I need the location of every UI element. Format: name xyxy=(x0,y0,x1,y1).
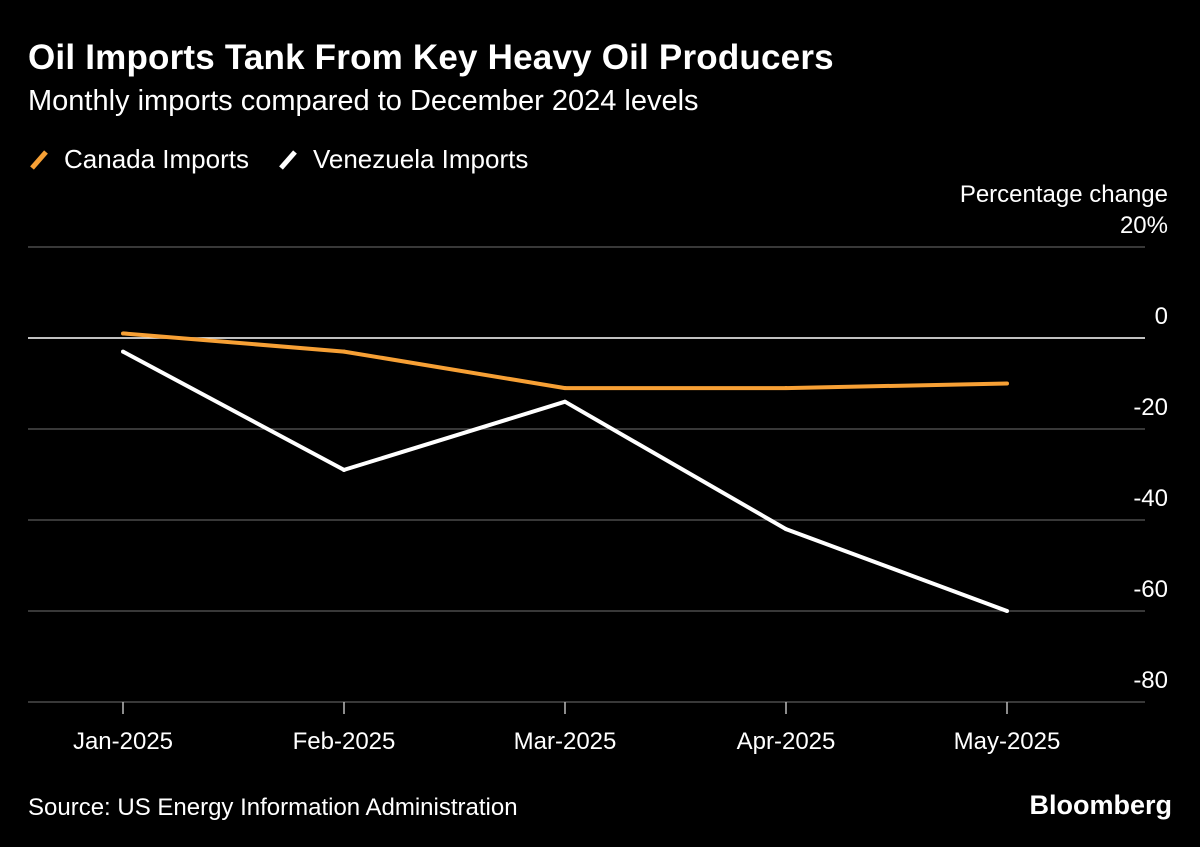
data-point xyxy=(342,349,346,354)
brand-logo: Bloomberg xyxy=(1029,790,1172,820)
y-tick-label: -80 xyxy=(1133,667,1168,694)
x-tick-label: Jan-2025 xyxy=(73,728,173,755)
legend-item-venezuela: Venezuela Imports xyxy=(277,144,528,175)
data-point xyxy=(342,467,346,472)
y-tick-label: -20 xyxy=(1133,394,1168,421)
data-point xyxy=(1005,381,1009,386)
legend-swatch-venezuela-icon xyxy=(277,149,299,171)
legend-item-canada: Canada Imports xyxy=(28,144,249,175)
series-line-venezuela-imports xyxy=(122,349,1008,613)
chart-legend: Canada Imports Venezuela Imports xyxy=(28,144,556,175)
chart-title: Oil Imports Tank From Key Heavy Oil Prod… xyxy=(28,38,834,77)
y-tick-labels: 20% 0 -20 -40 -60 -80 xyxy=(1120,212,1168,694)
y-tick-label: 20% xyxy=(1120,212,1168,239)
x-tick-label: May-2025 xyxy=(954,728,1061,755)
chart-subtitle: Monthly imports compared to December 202… xyxy=(28,85,699,117)
data-point xyxy=(784,386,788,391)
source-note: Source: US Energy Information Administra… xyxy=(28,794,518,821)
x-axis: Jan-2025 Feb-2025 Mar-2025 Apr-2025 May-2025 xyxy=(73,702,1060,755)
y-tick-label: -60 xyxy=(1133,576,1168,603)
legend-swatch-canada-icon xyxy=(28,149,50,171)
y-tick-label: -40 xyxy=(1133,485,1168,512)
data-point xyxy=(563,399,567,404)
y-tick-label: 0 xyxy=(1155,303,1168,330)
grid-layer xyxy=(28,246,1145,703)
legend-label-canada: Canada Imports xyxy=(64,144,249,174)
data-point xyxy=(1005,609,1009,613)
y-axis-label: Percentage change xyxy=(960,181,1168,208)
x-tick-label: Mar-2025 xyxy=(514,728,617,755)
series-line-canada-imports xyxy=(122,331,1008,391)
x-tick-label: Feb-2025 xyxy=(293,728,396,755)
data-point xyxy=(121,331,125,336)
data-point xyxy=(563,386,567,391)
x-tick-label: Apr-2025 xyxy=(737,728,836,755)
series-layer xyxy=(121,331,1009,613)
data-point xyxy=(784,527,788,532)
legend-label-venezuela: Venezuela Imports xyxy=(312,144,529,174)
data-point xyxy=(121,349,125,354)
